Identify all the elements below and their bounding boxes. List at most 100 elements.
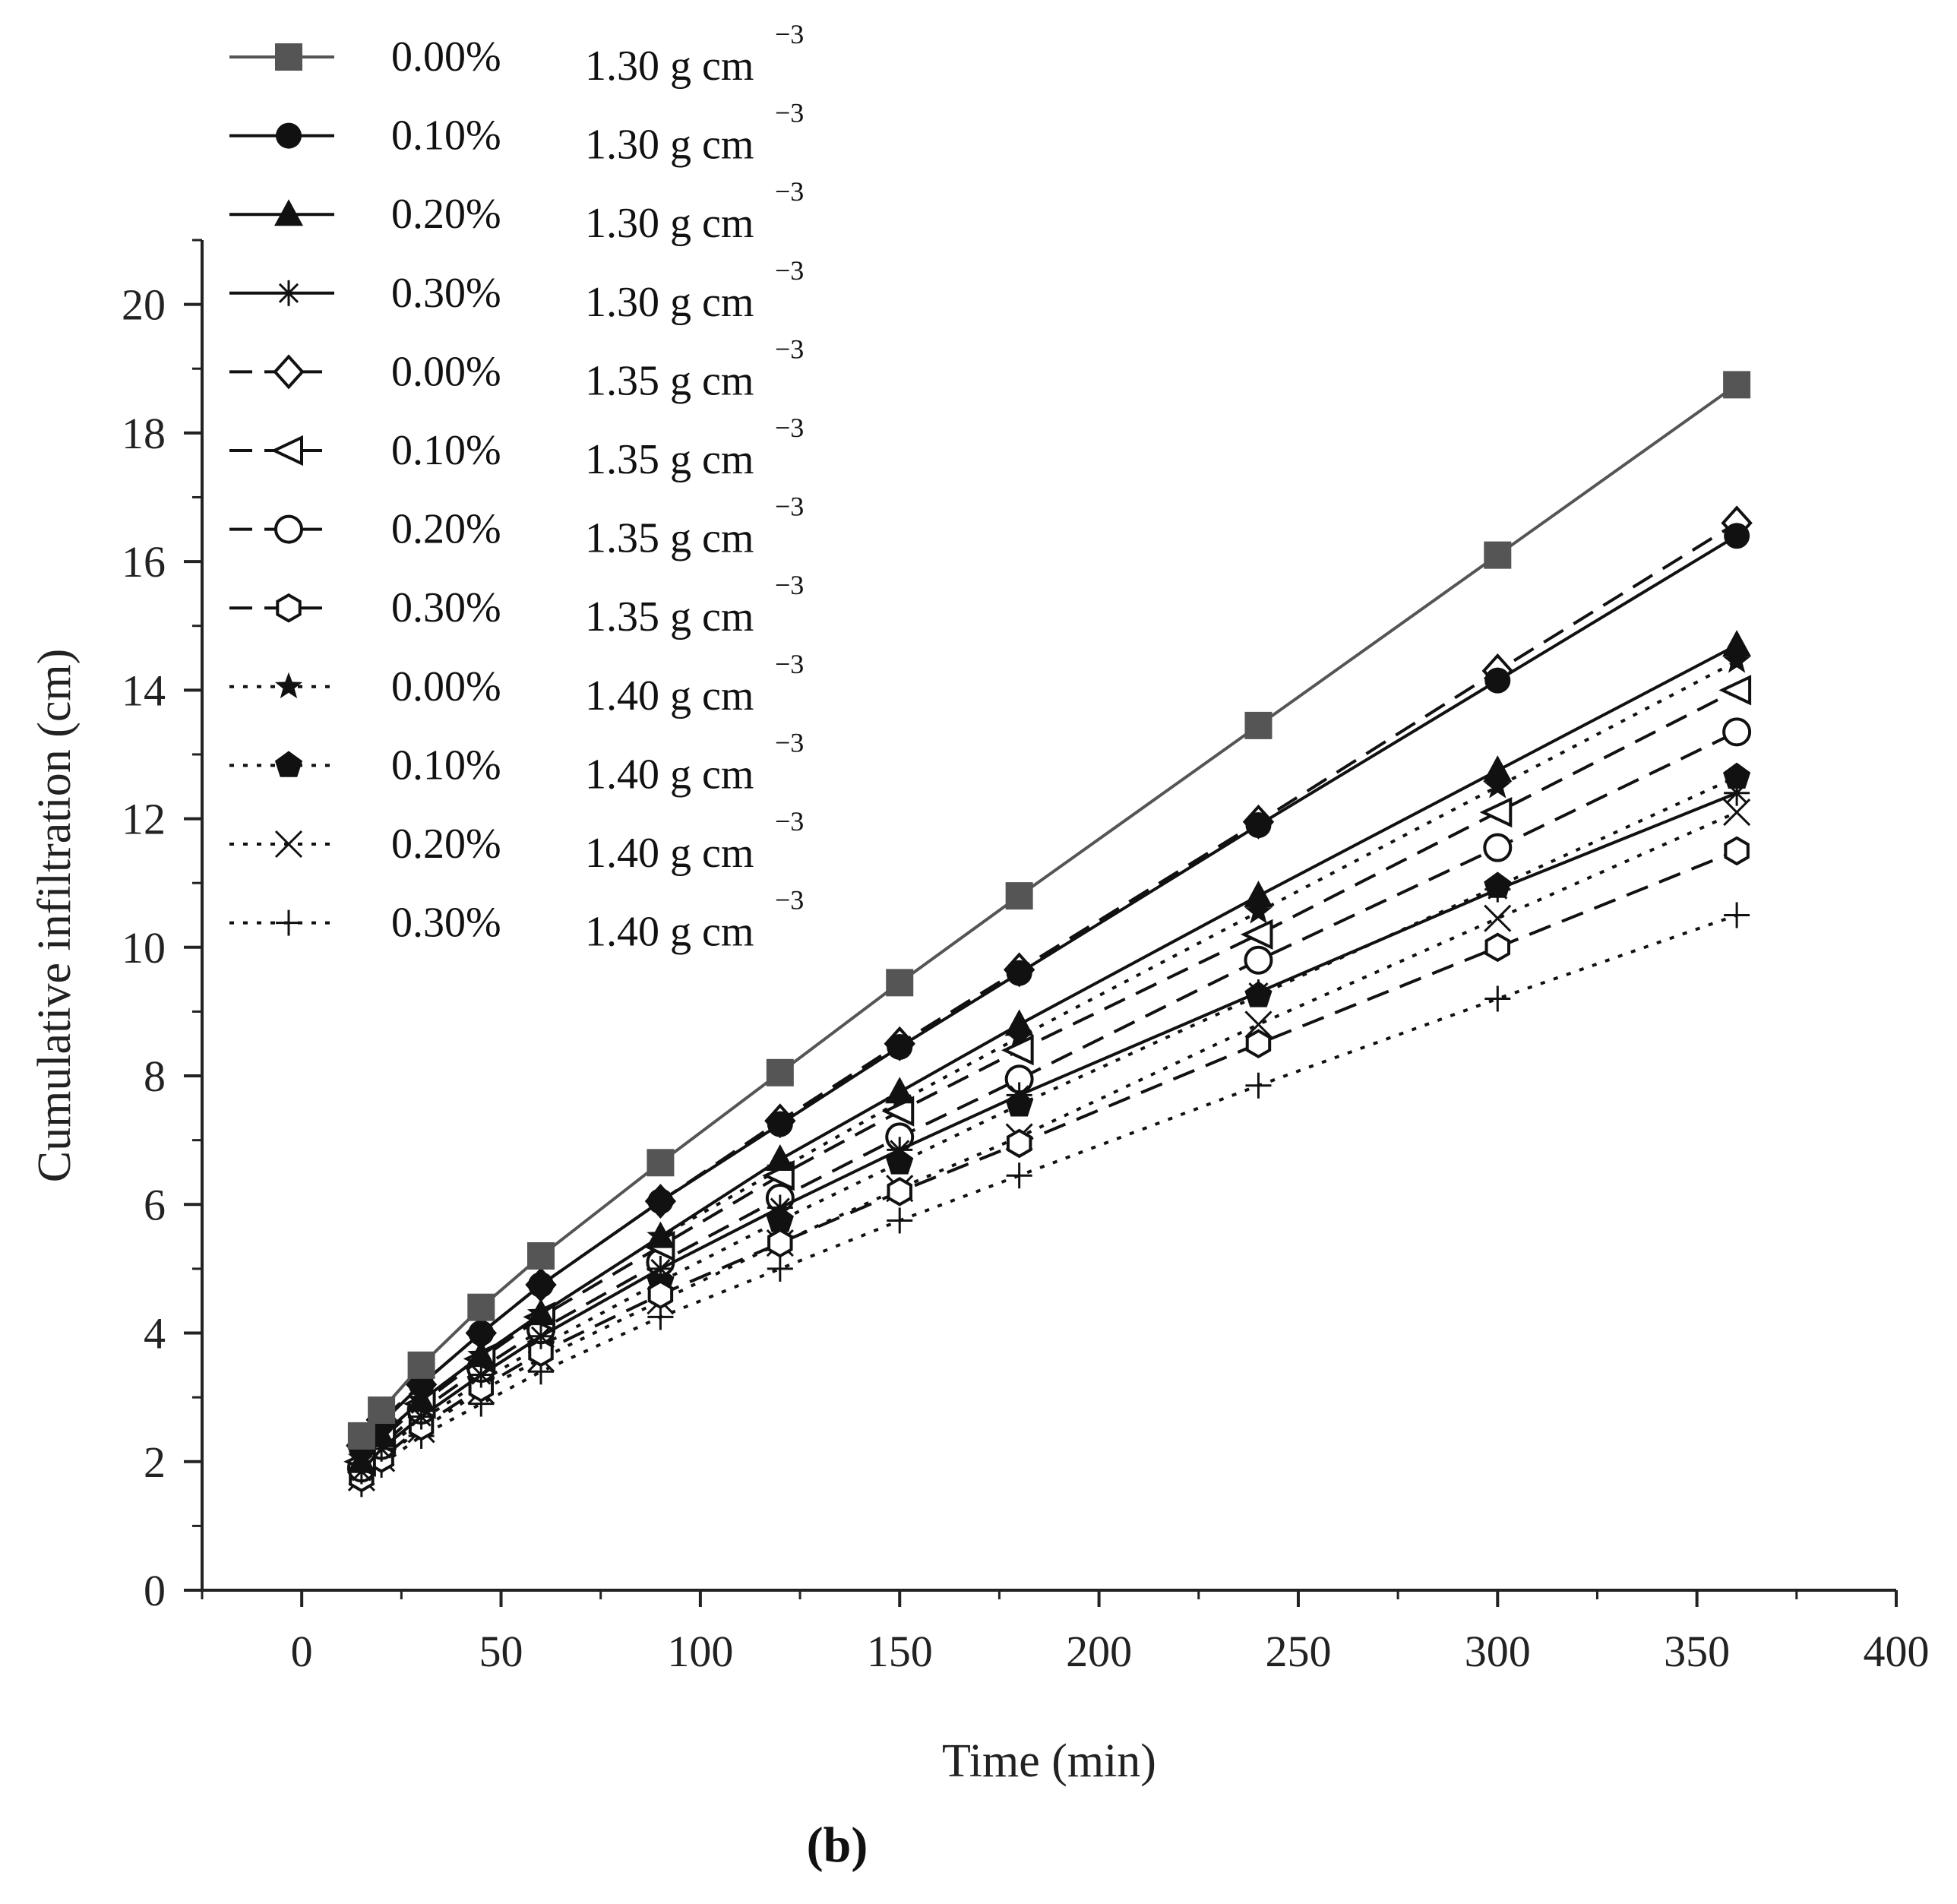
series-6 bbox=[343, 675, 1752, 1477]
y-tick-label: 14 bbox=[122, 666, 166, 715]
legend-density: 1.30 g cm bbox=[585, 200, 754, 247]
x-axis-title: Time (min) bbox=[942, 1735, 1156, 1787]
data-point bbox=[647, 1149, 675, 1177]
legend-label: 0.30% bbox=[391, 270, 501, 317]
data-point bbox=[528, 1337, 554, 1368]
legend-density-exponent: −3 bbox=[775, 255, 804, 286]
y-tick-label: 2 bbox=[144, 1437, 166, 1487]
data-point bbox=[1245, 812, 1272, 839]
legend-density: 1.35 g cm bbox=[585, 357, 754, 404]
legend-density-exponent: −3 bbox=[775, 176, 804, 207]
series-8 bbox=[349, 836, 1750, 1493]
data-point bbox=[1244, 945, 1273, 975]
y-tick-label: 20 bbox=[122, 280, 166, 330]
data-point bbox=[1245, 1072, 1272, 1099]
y-tick-label: 6 bbox=[144, 1180, 166, 1229]
data-point bbox=[1004, 1009, 1034, 1036]
x-tick-label: 300 bbox=[1465, 1627, 1531, 1676]
legend-density-exponent: −3 bbox=[775, 727, 804, 757]
data-point bbox=[528, 1272, 554, 1298]
data-point bbox=[527, 1241, 555, 1270]
data-point bbox=[767, 1228, 793, 1258]
data-point bbox=[767, 1111, 793, 1137]
series-line bbox=[360, 383, 1738, 1437]
x-tick-label: 100 bbox=[667, 1627, 733, 1676]
y-tick-label: 8 bbox=[144, 1052, 166, 1101]
legend-marker bbox=[274, 672, 303, 699]
data-point bbox=[1484, 876, 1511, 903]
data-point bbox=[1483, 833, 1513, 862]
x-tick-label: 50 bbox=[479, 1627, 523, 1676]
legend-density-exponent: −3 bbox=[775, 649, 804, 679]
legend-entry: 0.30% 1.40 g cm −3 bbox=[229, 885, 804, 956]
x-tick-label: 150 bbox=[867, 1627, 933, 1676]
data-point bbox=[1005, 1023, 1033, 1049]
data-point bbox=[1484, 985, 1511, 1012]
legend-density-exponent: −3 bbox=[775, 19, 804, 49]
legend-marker bbox=[276, 909, 302, 936]
data-point bbox=[406, 1385, 436, 1412]
legend-marker bbox=[274, 751, 303, 777]
legend-marker bbox=[273, 354, 305, 390]
data-point bbox=[467, 1293, 495, 1321]
data-point bbox=[647, 1279, 674, 1310]
panel-label: (b) bbox=[807, 1817, 868, 1873]
series-1 bbox=[347, 371, 1751, 1450]
x-tick-label: 250 bbox=[1265, 1627, 1331, 1676]
y-tick-label: 16 bbox=[122, 537, 166, 587]
x-tick-label: 0 bbox=[291, 1627, 313, 1676]
data-point bbox=[466, 1340, 496, 1368]
legend-marker bbox=[276, 280, 302, 306]
legend-density-exponent: −3 bbox=[775, 806, 804, 837]
data-point bbox=[468, 1320, 495, 1346]
data-point bbox=[1240, 919, 1273, 950]
legend-label: 0.20% bbox=[391, 821, 501, 868]
data-point bbox=[765, 1144, 795, 1172]
data-point bbox=[1723, 799, 1751, 827]
y-tick-label: 4 bbox=[144, 1309, 166, 1358]
series-line bbox=[360, 730, 1737, 1469]
legend-marker bbox=[275, 43, 302, 71]
series-12 bbox=[348, 902, 1750, 1498]
legend-density: 1.35 g cm bbox=[585, 515, 754, 562]
legend-marker bbox=[270, 435, 303, 467]
data-point bbox=[1718, 675, 1752, 706]
data-point bbox=[885, 1077, 915, 1104]
legend-label: 0.00% bbox=[391, 33, 501, 81]
legend-label: 0.10% bbox=[391, 112, 501, 160]
series-line bbox=[360, 913, 1737, 1485]
data-point bbox=[1005, 882, 1033, 910]
data-point bbox=[881, 1096, 915, 1127]
series-7 bbox=[346, 717, 1752, 1483]
legend-density-exponent: −3 bbox=[775, 570, 804, 600]
legend-entry: 0.30% 1.30 g cm −3 bbox=[229, 255, 804, 326]
data-point bbox=[1484, 541, 1512, 569]
data-point bbox=[1479, 796, 1513, 828]
x-tick-label: 200 bbox=[1066, 1627, 1132, 1676]
data-point bbox=[1484, 667, 1511, 694]
series-line bbox=[360, 534, 1738, 1450]
tick-layer: 0 50 100 150 200 250 300 350 400 0 2 4 6 8 10 12 14 16 18 2… bbox=[122, 239, 1930, 1676]
data-point bbox=[1483, 755, 1513, 783]
legend-entry: 0.10% 1.30 g cm −3 bbox=[229, 98, 804, 169]
legend-density: 1.30 g cm bbox=[585, 279, 754, 326]
x-tick-label: 350 bbox=[1664, 1627, 1730, 1676]
series-5 bbox=[346, 505, 1753, 1463]
data-point bbox=[887, 1177, 912, 1207]
data-point bbox=[887, 1137, 913, 1163]
series-line bbox=[360, 659, 1738, 1460]
data-point bbox=[1245, 1029, 1272, 1059]
legend-label: 0.30% bbox=[391, 584, 501, 631]
legend-entry: 0.20% 1.30 g cm −3 bbox=[229, 176, 804, 247]
data-point bbox=[1245, 979, 1272, 1006]
legend-density-exponent: −3 bbox=[775, 334, 804, 364]
data-point bbox=[1484, 932, 1511, 963]
data-point bbox=[767, 1255, 793, 1282]
legend-density-exponent: −3 bbox=[775, 885, 804, 916]
data-point bbox=[1484, 904, 1512, 932]
data-point bbox=[1722, 717, 1752, 747]
legend-label: 0.10% bbox=[391, 427, 501, 474]
data-point bbox=[646, 1221, 675, 1248]
series-line bbox=[360, 775, 1737, 1472]
